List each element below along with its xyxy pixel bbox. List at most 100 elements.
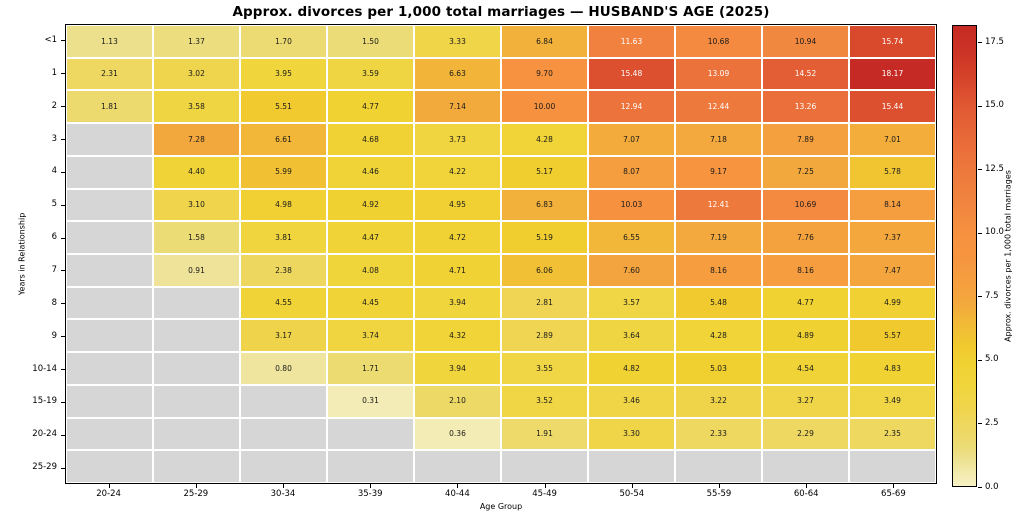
heatmap-cell: 13.09 [676,58,761,90]
heatmap-cell: 4.28 [676,320,761,352]
heatmap-cell [67,222,152,253]
y-tick-label: 8 [51,297,57,308]
colorbar-tick-label: 0.0 [985,481,999,492]
heatmap-cell [241,385,326,417]
heatmap-cell: 1.50 [328,26,413,57]
x-tick-mark [195,484,197,488]
x-tick-label: 40-44 [445,489,470,499]
heatmap-cell: 4.54 [763,353,848,384]
heatmap-cell: 7.07 [589,124,674,155]
colorbar-tick-label: 12.5 [985,163,1004,174]
y-tick-mark [61,336,65,338]
heatmap-cell [67,287,152,319]
heatmap-cell [154,287,239,319]
heatmap-cell [241,451,326,482]
heatmap-cell: 1.81 [67,91,152,123]
y-tick-mark [61,139,65,140]
heatmap-cell: 3.73 [415,124,500,155]
x-tick-mark [108,484,110,488]
heatmap-cell: 14.52 [763,58,848,90]
heatmap-cell: 4.68 [328,124,413,155]
heatmap-cell: 3.59 [328,58,413,90]
heatmap-cell: 0.91 [154,254,239,286]
y-tick-label: 25-29 [32,462,57,473]
heatmap-cell: 1.58 [154,222,239,253]
heatmap-cell [676,451,761,482]
heatmap-cell: 1.70 [241,26,326,57]
heatmap-cell: 3.94 [415,287,500,319]
heatmap-cell: 3.74 [328,320,413,352]
heatmap-cell: 4.77 [763,287,848,319]
y-tick-label: 3 [51,133,57,144]
heatmap-cell: 7.25 [763,156,848,188]
heatmap-cell: 6.55 [589,222,674,253]
heatmap-cell: 4.47 [328,222,413,253]
heatmap-cell: 12.44 [676,91,761,123]
heatmap-cell: 2.81 [502,287,587,319]
heatmap-cell: 7.60 [589,254,674,286]
heatmap-cell: 4.99 [850,287,935,319]
heatmap-cell [328,451,413,482]
heatmap-cell [502,451,587,482]
heatmap-cell: 8.16 [676,254,761,286]
heatmap-cell: 8.14 [850,189,935,221]
y-tick-mark [61,401,65,403]
heatmap-cell: 4.46 [328,156,413,188]
heatmap-cell: 3.27 [763,385,848,417]
heatmap-cell: 6.63 [415,58,500,90]
heatmap-cell [67,254,152,286]
y-tick-mark [61,106,65,108]
heatmap-cell: 10.69 [763,189,848,221]
y-tick-label: 10-14 [32,363,57,374]
colorbar-tick-mark [978,169,982,171]
heatmap-cell: 4.08 [328,254,413,286]
colorbar-tick-mark [978,232,982,234]
y-tick-mark [61,40,65,42]
heatmap-cell [67,320,152,352]
heatmap-cell [67,156,152,188]
colorbar-tick-label: 15.0 [985,100,1004,111]
heatmap-cell [154,451,239,482]
heatmap-cell: 15.48 [589,58,674,90]
heatmap-cell [154,385,239,417]
y-tick-label: <1 [44,34,57,45]
x-tick-label: 60-64 [793,489,819,499]
colorbar-tick-label: 5.0 [985,354,999,365]
colorbar-tick-mark [978,42,982,44]
heatmap-cell: 5.78 [850,156,935,188]
y-tick-label: 20-24 [32,429,57,440]
colorbar-tick-mark [978,105,982,107]
heatmap-cell: 3.55 [502,353,587,384]
heatmap-cell: 0.31 [328,385,413,417]
colorbar-tick-mark [978,423,982,425]
heatmap-cell [67,353,152,384]
heatmap-cell: 1.71 [328,353,413,384]
heatmap-cell: 2.31 [67,58,152,90]
heatmap-cell: 10.68 [676,26,761,57]
y-tick-label: 7 [51,264,57,275]
heatmap-cell: 7.01 [850,124,935,155]
heatmap-cell: 4.83 [850,353,935,384]
heatmap-cell: 4.89 [763,320,848,352]
heatmap-cell: 3.33 [415,26,500,57]
heatmap-cell: 10.03 [589,189,674,221]
heatmap-cell: 5.03 [676,353,761,384]
heatmap-cell: 3.17 [241,320,326,352]
heatmap-cell [154,353,239,384]
colorbar-title: Approx. divorces per 1,000 total marriag… [1003,170,1013,342]
heatmap-cell: 3.22 [676,385,761,417]
heatmap-cell: 0.80 [241,353,326,384]
heatmap-cell: 3.02 [154,58,239,90]
y-tick-label: 6 [51,232,57,243]
heatmap-cell: 7.28 [154,124,239,155]
heatmap-cell [67,385,152,417]
heatmap-cell: 4.98 [241,189,326,221]
x-tick-mark [283,484,284,488]
heatmap-cell: 4.71 [415,254,500,286]
heatmap-cell [154,320,239,352]
heatmap-cell: 6.61 [241,124,326,155]
heatmap-cell: 2.33 [676,418,761,450]
heatmap-cell: 4.28 [502,124,587,155]
x-tick-label: 20-24 [96,489,121,499]
